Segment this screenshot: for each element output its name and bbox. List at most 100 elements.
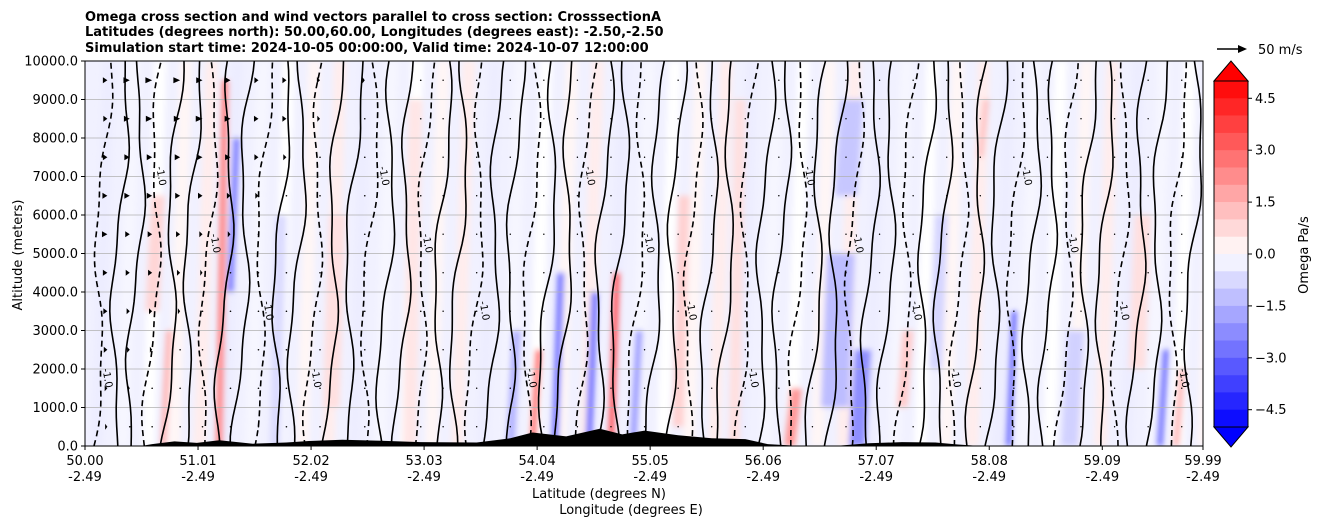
- wind-vector-dot: [811, 79, 814, 81]
- wind-vector-dot: [610, 272, 612, 274]
- contour-line: [699, 61, 720, 446]
- wind-vector-dot: [319, 156, 321, 159]
- wind-vector: [146, 154, 153, 161]
- wind-vector-dot: [643, 195, 646, 197]
- wind-vector-dot: [946, 118, 948, 120]
- wind-vector-dot: [778, 310, 780, 312]
- omega-feature: [322, 215, 346, 408]
- wind-vector-dot: [979, 272, 981, 274]
- wind-vector-dot: [979, 118, 981, 120]
- wind-vector-dot: [475, 118, 478, 120]
- wind-vector-dot: [576, 79, 579, 81]
- wind-vector-dot: [979, 233, 981, 235]
- wind-vector-dot: [1181, 79, 1183, 81]
- wind-vector-dot: [1113, 426, 1116, 428]
- wind-vector-dot: [878, 426, 881, 428]
- wind-vector-dot: [1113, 118, 1116, 120]
- wind-vector-dot: [543, 349, 545, 351]
- colorbar-segment: [1214, 150, 1248, 168]
- wind-vector-dot: [285, 387, 288, 390]
- wind-vector-dot: [610, 387, 612, 389]
- wind-vector-dot: [576, 118, 579, 120]
- wind-vector-dot: [179, 425, 181, 428]
- wind-vector-dot: [1181, 272, 1183, 274]
- omega-feature: [1061, 330, 1085, 446]
- contour-line: [859, 61, 882, 446]
- colorbar-segment: [1214, 254, 1248, 272]
- contour-label: -1.0: [641, 233, 655, 254]
- wind-vector: [81, 308, 85, 314]
- wind-vector: [103, 115, 108, 122]
- wind-vector-dot: [744, 426, 746, 428]
- wind-vector-dot: [151, 387, 153, 390]
- wind-vector-dot: [543, 195, 545, 197]
- terrain: [140, 428, 981, 446]
- wind-vector-dot: [979, 195, 981, 197]
- wind-vector: [196, 77, 203, 84]
- wind-vector-dot: [677, 387, 679, 389]
- wind-vector-dot: [1113, 233, 1116, 235]
- wind-vector: [81, 270, 86, 276]
- wind-vector: [105, 423, 108, 430]
- contour-line: [771, 61, 793, 446]
- wind-vector-dot: [419, 117, 422, 120]
- wind-vector-dot: [509, 272, 511, 274]
- wind-vector-dot: [912, 387, 914, 389]
- contour-label: -1.0: [948, 368, 962, 389]
- wind-vector-dot: [979, 426, 981, 428]
- wind-vector-dot: [878, 387, 881, 389]
- wind-vector-dot: [677, 79, 679, 81]
- wind-vector-dot: [744, 118, 746, 120]
- wind-vector-dot: [576, 233, 579, 235]
- wind-vector: [225, 77, 231, 84]
- wind-vector-dot: [778, 233, 780, 235]
- colorbar-segment: [1214, 288, 1248, 307]
- wind-vector-dot: [912, 310, 914, 312]
- contour-line: [108, 61, 131, 446]
- y-axis-label: Altitude (meters): [11, 200, 26, 311]
- wind-vector: [145, 115, 153, 122]
- colorbar-segment: [1214, 81, 1248, 99]
- wind-vector-dot: [1046, 118, 1049, 120]
- x-tick-label-lat: 51.01: [179, 454, 216, 469]
- wind-vector: [124, 192, 130, 199]
- wind-vector-dot: [1080, 118, 1082, 120]
- wind-vector-dot: [946, 426, 948, 428]
- omega-feature: [529, 349, 542, 446]
- wind-vector-dot: [285, 271, 288, 274]
- wind-vector-dot: [363, 271, 366, 274]
- wind-vector-dot: [285, 194, 288, 197]
- wind-vector-dot: [509, 195, 511, 197]
- wind-vector-dot: [363, 425, 366, 428]
- contour-line: [574, 61, 598, 446]
- contour-line: [1052, 61, 1080, 446]
- contour-label: -1.0: [582, 165, 596, 186]
- wind-vector-dot: [319, 310, 321, 313]
- wind-vector: [124, 154, 130, 161]
- wind-vector: [81, 347, 85, 353]
- wind-vector: [148, 269, 153, 276]
- wind-vector-dot: [285, 425, 288, 428]
- wind-vector-dot: [363, 117, 366, 120]
- wind-vector-dot: [1181, 349, 1183, 351]
- wind-vector-dot: [285, 310, 288, 313]
- wind-vector-dot: [543, 118, 545, 120]
- title-line-2: Latitudes (degrees north): 50.00,60.00, …: [85, 25, 664, 40]
- contour-label: -1.0: [153, 165, 167, 186]
- omega-feature: [977, 99, 990, 158]
- wind-vector-dot: [1080, 272, 1082, 274]
- wind-vector-dot: [576, 195, 579, 197]
- wind-vector-dot: [1147, 349, 1149, 351]
- wind-vector-dot: [1147, 233, 1149, 235]
- wind-vector: [176, 231, 181, 238]
- wind-vector-dot: [257, 387, 260, 390]
- contour-lines: [93, 61, 1203, 446]
- contour-label: -1.0: [376, 165, 390, 186]
- y-tick-label: 1000.0: [33, 401, 79, 416]
- wind-vector-dot: [643, 387, 646, 389]
- wind-vector-dot: [543, 233, 545, 235]
- wind-vector-dot: [509, 233, 511, 235]
- wind-vectors: [81, 77, 1183, 430]
- wind-vector-dot: [475, 387, 478, 389]
- wind-vector: [103, 346, 108, 353]
